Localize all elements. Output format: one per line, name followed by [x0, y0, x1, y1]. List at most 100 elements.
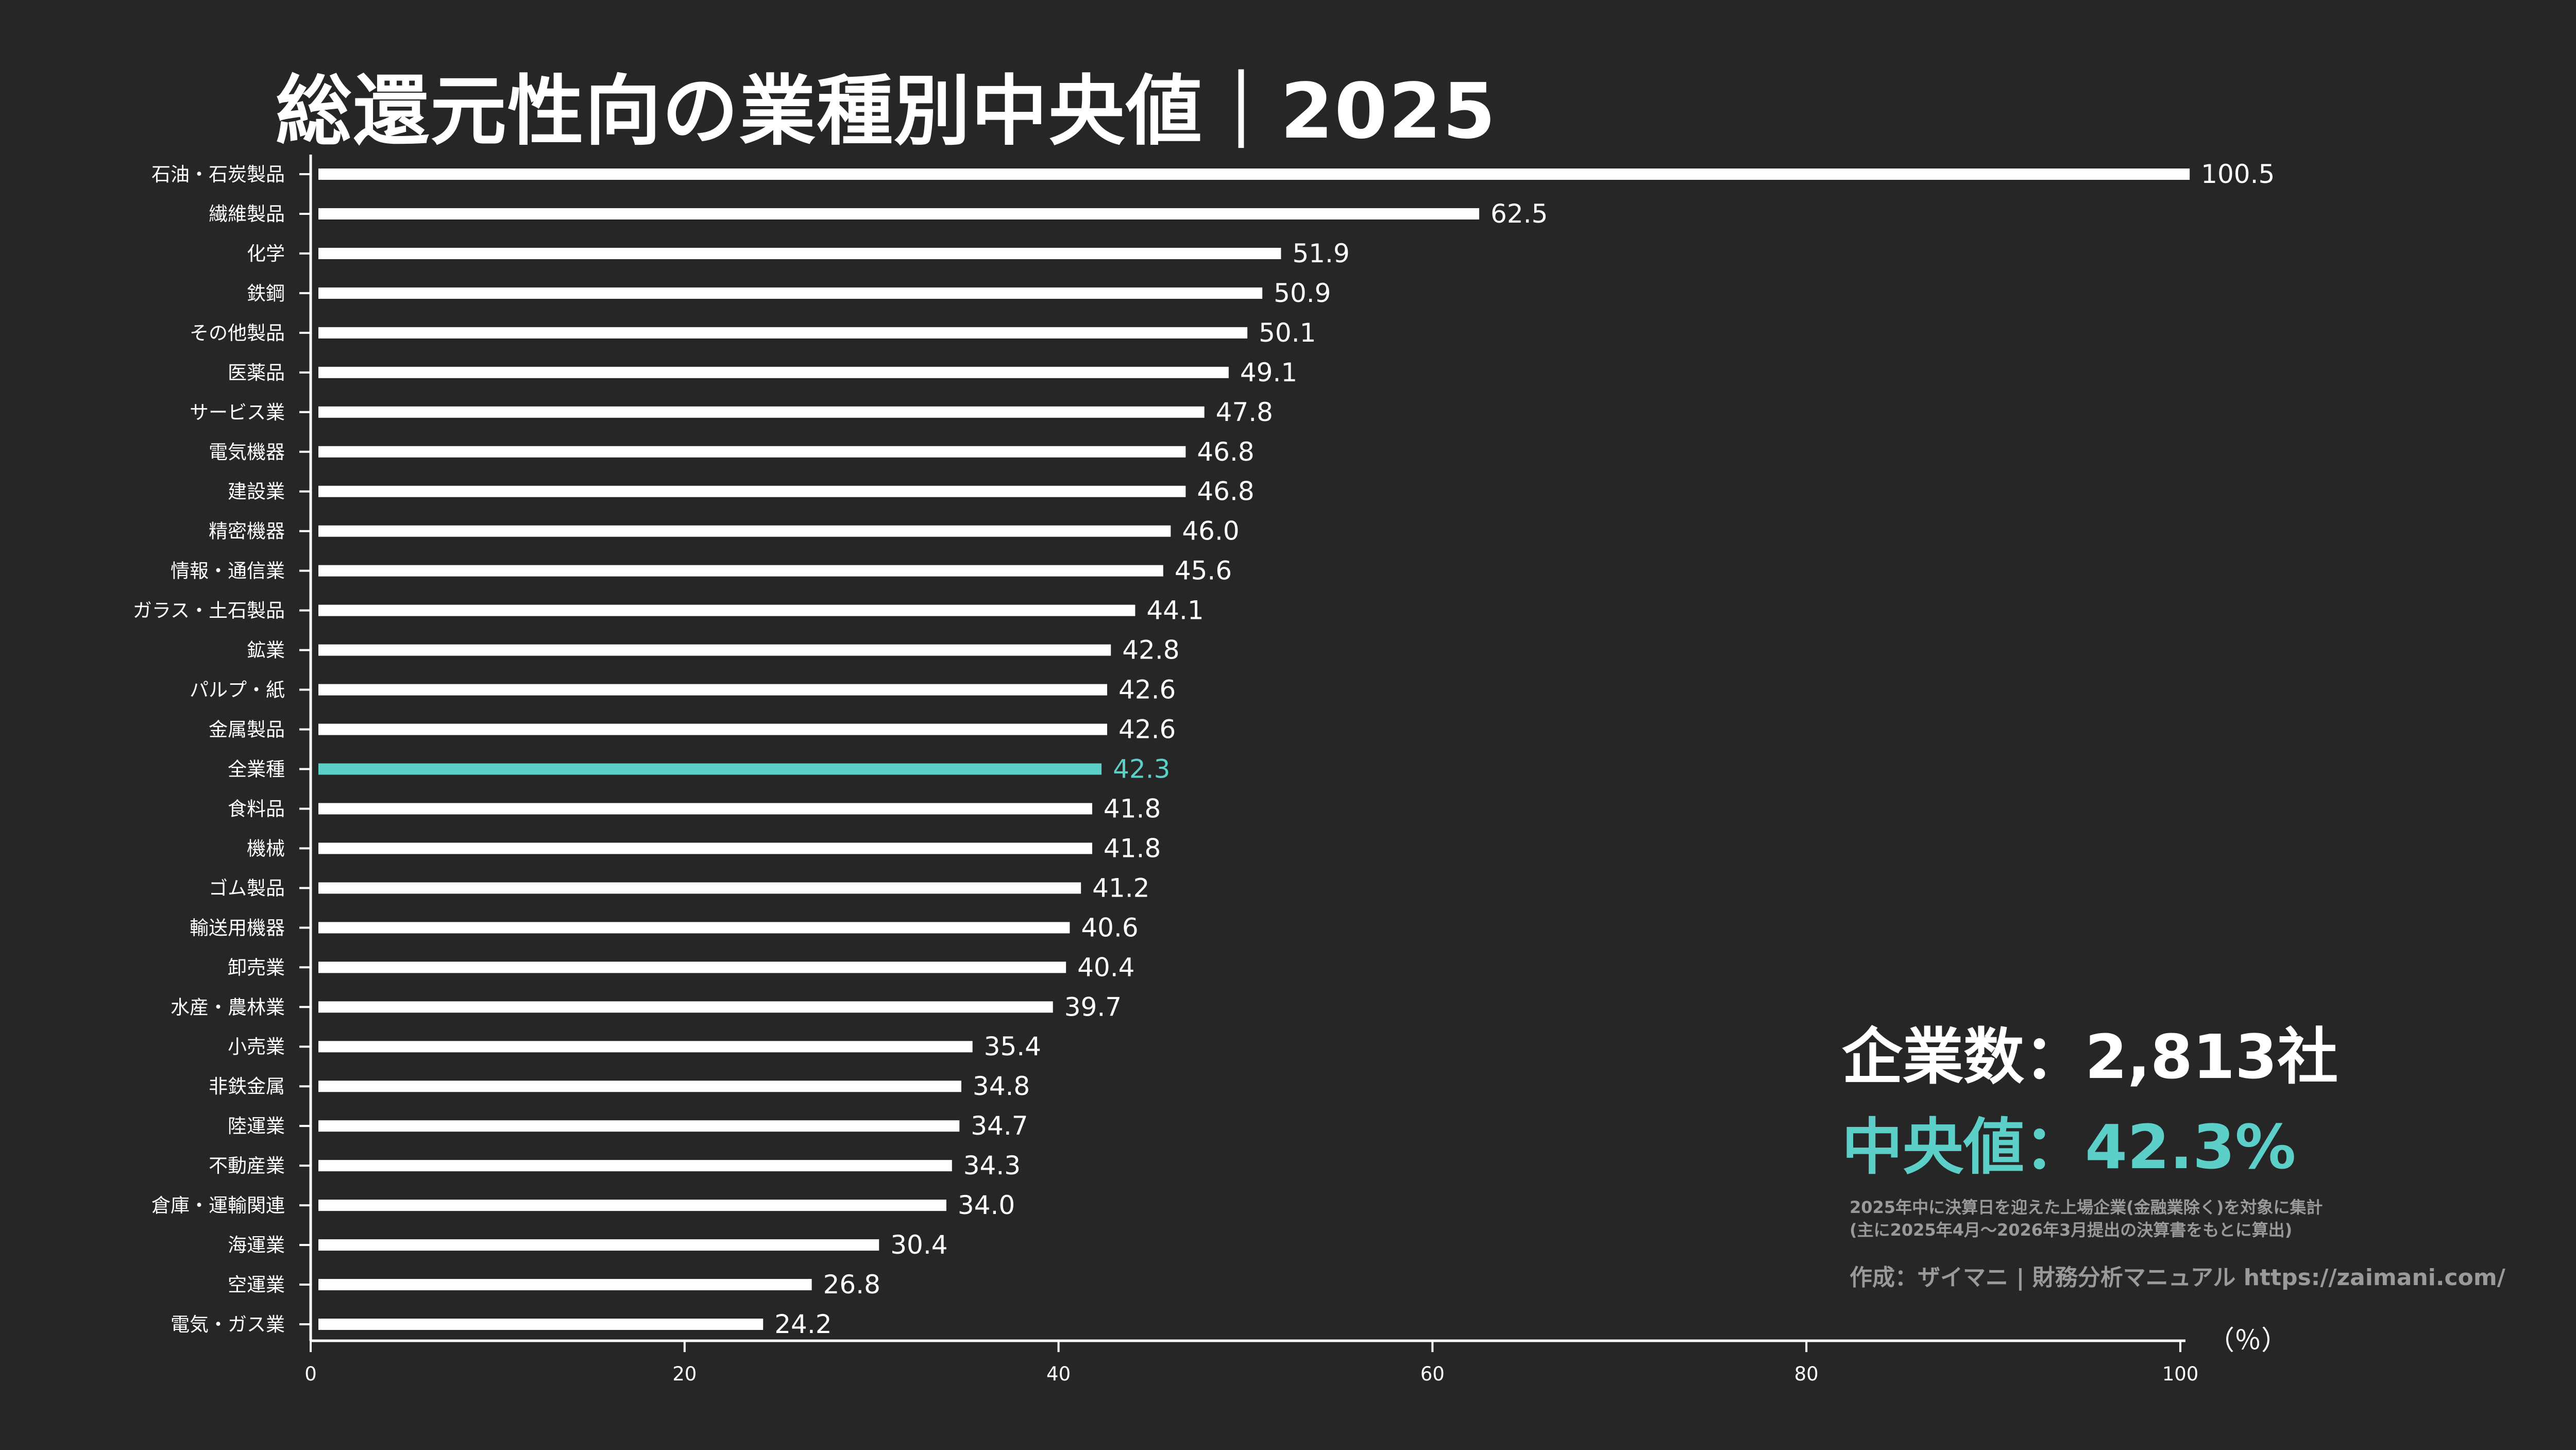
value-label: 42.3	[1113, 754, 1170, 784]
value-label: 39.7	[1064, 992, 1122, 1022]
category-label: 非鉄金属	[209, 1075, 285, 1098]
category-label: 輸送用機器	[190, 917, 285, 939]
bar	[318, 644, 1111, 656]
bar	[318, 882, 1081, 894]
bar	[318, 763, 1102, 775]
x-tick-label: 0	[304, 1363, 317, 1385]
bar	[318, 485, 1186, 497]
bar	[318, 922, 1070, 934]
x-tick-label: 40	[1046, 1363, 1071, 1385]
category-label: 電気機器	[209, 441, 285, 463]
bar	[318, 1001, 1053, 1013]
value-label: 34.3	[963, 1151, 1021, 1181]
bar	[318, 803, 1092, 815]
value-label: 26.8	[823, 1270, 880, 1300]
bar	[318, 723, 1107, 735]
category-label: 水産・農林業	[171, 996, 285, 1018]
category-label: ガラス・土石製品	[133, 600, 285, 622]
x-axis-unit-label: （％）	[2208, 1325, 2288, 1356]
value-label: 42.6	[1118, 675, 1176, 705]
category-label: 石油・石炭製品	[151, 163, 285, 186]
value-label: 41.8	[1104, 794, 1161, 823]
category-label: 全業種	[228, 758, 285, 780]
bar	[318, 208, 1480, 220]
value-label: 34.8	[973, 1071, 1030, 1101]
x-tick-label: 20	[672, 1363, 697, 1385]
category-label: 陸運業	[228, 1115, 285, 1137]
value-label: 44.1	[1146, 596, 1204, 626]
category-label: 機械	[247, 837, 285, 859]
category-label: 食料品	[228, 798, 285, 820]
bar	[318, 406, 1205, 418]
value-label: 46.8	[1197, 477, 1254, 507]
category-label: その他製品	[190, 322, 285, 344]
value-label: 50.9	[1274, 278, 1331, 308]
value-label: 34.0	[958, 1190, 1015, 1220]
value-label: 46.8	[1197, 437, 1254, 467]
bar	[318, 962, 1066, 973]
value-label: 30.4	[890, 1230, 947, 1260]
value-label: 42.6	[1118, 715, 1176, 745]
credit: 作成：ザイマニ | 財務分析マニュアル https://zaimani.com/	[1850, 1264, 2505, 1291]
bar	[318, 366, 1229, 378]
value-label: 41.2	[1092, 873, 1149, 903]
bar	[318, 1081, 961, 1092]
category-label: 繊維製品	[209, 203, 285, 225]
value-label: 45.6	[1175, 556, 1232, 586]
bar	[318, 1120, 960, 1132]
bar	[318, 247, 1281, 259]
bar	[318, 525, 1171, 537]
value-label: 34.7	[971, 1111, 1028, 1141]
category-label: 海運業	[228, 1234, 285, 1256]
category-label: 精密機器	[209, 520, 285, 543]
value-label: 49.1	[1240, 358, 1297, 387]
category-label: 化学	[247, 243, 285, 265]
note-line-2: (主に2025年4月〜2026年3月提出の決算書をもとに算出)	[1850, 1220, 2293, 1240]
bar	[318, 842, 1092, 854]
value-label: 62.5	[1490, 199, 1548, 229]
chart-title: 総還元性向の業種別中央値｜2025	[276, 67, 1497, 156]
category-label: 不動産業	[209, 1155, 285, 1177]
category-label: 卸売業	[228, 956, 285, 979]
company-count: 企業数：2,813社	[1842, 1021, 2338, 1092]
value-label: 50.1	[1259, 318, 1316, 348]
category-label: パルプ・紙	[190, 679, 285, 701]
bar	[318, 565, 1163, 577]
bar	[318, 287, 1263, 299]
value-label: 40.4	[1077, 952, 1134, 982]
bar	[318, 168, 2190, 180]
category-label: 倉庫・運輸関連	[151, 1194, 285, 1217]
bar	[318, 684, 1107, 696]
category-label: 金属製品	[209, 719, 285, 741]
category-label: 情報・通信業	[171, 560, 285, 582]
bar	[318, 1041, 973, 1053]
value-label: 42.8	[1122, 635, 1179, 665]
category-label: ゴム製品	[209, 877, 285, 899]
value-label: 40.6	[1081, 913, 1138, 942]
bar	[318, 1319, 764, 1330]
bar	[318, 327, 1248, 339]
bar	[318, 1200, 946, 1211]
category-label: 空運業	[228, 1274, 285, 1296]
value-label: 100.5	[2201, 159, 2275, 189]
category-label: 鉄鋼	[247, 282, 285, 305]
category-label: 鉱業	[247, 639, 285, 662]
bar	[318, 604, 1136, 616]
bar	[318, 1160, 952, 1172]
category-label: 医薬品	[228, 362, 285, 384]
value-label: 41.8	[1104, 833, 1161, 863]
value-label: 51.9	[1292, 239, 1349, 268]
median-value: 中央値：42.3%	[1842, 1111, 2296, 1183]
bar	[318, 1279, 812, 1291]
x-tick-label: 100	[2162, 1363, 2199, 1385]
category-label: 小売業	[228, 1036, 285, 1058]
bar	[318, 446, 1186, 458]
category-label: サービス業	[190, 401, 285, 424]
category-label: 建設業	[228, 481, 285, 503]
x-tick-label: 80	[1794, 1363, 1819, 1385]
value-label: 47.8	[1216, 397, 1273, 427]
note-line-1: 2025年中に決算日を迎えた上場企業(金融業除く)を対象に集計	[1850, 1198, 2323, 1217]
x-tick-label: 60	[1420, 1363, 1445, 1385]
category-label: 電気・ガス業	[171, 1313, 285, 1336]
